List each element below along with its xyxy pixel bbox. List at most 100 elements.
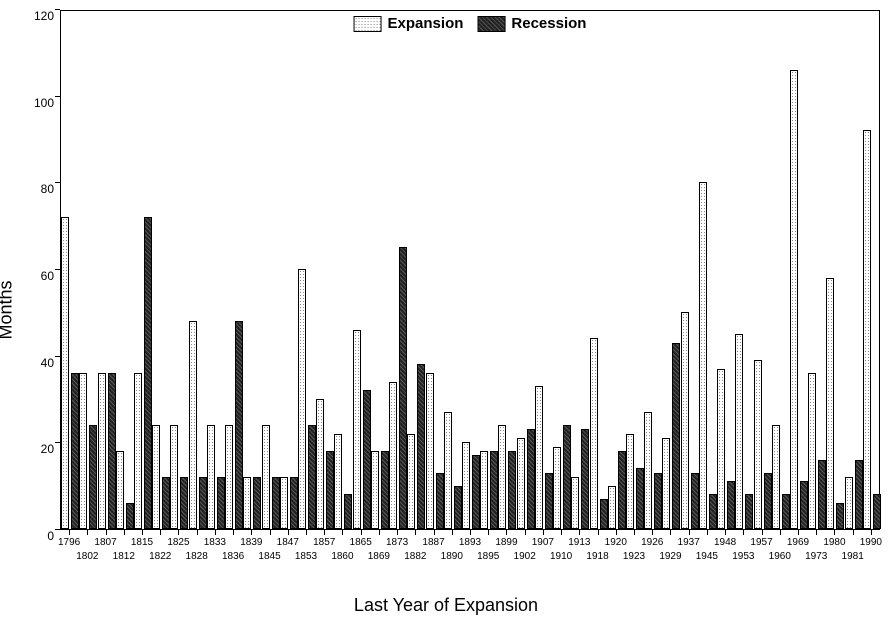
x-tick-label: 1945: [696, 552, 718, 562]
bar-expansion: [207, 425, 215, 529]
bar-recession: [800, 481, 808, 529]
bar-expansion: [170, 425, 178, 529]
bar-recession: [527, 429, 535, 529]
bar-expansion: [407, 434, 415, 529]
x-tick-mark: [69, 530, 70, 535]
x-tick-label: 1981: [842, 552, 864, 562]
x-tick-label: 1907: [532, 538, 554, 548]
x-tick-label: 1825: [167, 538, 189, 548]
x-tick-mark: [106, 530, 107, 535]
bar-recession: [672, 343, 680, 529]
bar-recession: [326, 451, 334, 529]
bar-recession: [581, 429, 589, 529]
bar-recession: [235, 321, 243, 529]
bar-expansion: [116, 451, 124, 529]
x-tick-label: 1839: [240, 538, 262, 548]
bar-recession: [691, 473, 699, 529]
x-tick-mark: [506, 530, 507, 535]
bar-recession: [436, 473, 444, 529]
y-tick-label: 100: [34, 96, 54, 110]
y-tick-label: 20: [41, 442, 54, 456]
bar-expansion: [553, 447, 561, 529]
x-tick-label: 1812: [113, 552, 135, 562]
x-tick-label: 1869: [368, 552, 390, 562]
x-tick-mark: [434, 530, 435, 535]
x-tick-label: 1865: [350, 538, 372, 548]
x-tick-label: 1815: [131, 538, 153, 548]
bar-recession: [745, 494, 753, 529]
x-tick-mark: [762, 530, 763, 535]
x-tick-label: 1973: [805, 552, 827, 562]
bar-expansion: [845, 477, 853, 529]
bar-recession: [873, 494, 881, 529]
x-tick-label: 1953: [732, 552, 754, 562]
legend-swatch-recession: [477, 16, 505, 32]
y-axis-ticks: 020406080100120: [0, 10, 60, 530]
x-tick-mark: [87, 530, 88, 535]
x-tick-mark: [124, 530, 125, 535]
x-tick-label: 1807: [94, 538, 116, 548]
x-tick-label: 1847: [277, 538, 299, 548]
x-tick-label: 1899: [495, 538, 517, 548]
x-tick-mark: [780, 530, 781, 535]
x-tick-label: 1902: [514, 552, 536, 562]
bar-expansion: [134, 373, 142, 529]
x-tick-mark: [397, 530, 398, 535]
bar-expansion: [189, 321, 197, 529]
x-tick-mark: [324, 530, 325, 535]
x-tick-mark: [306, 530, 307, 535]
x-tick-label: 1913: [568, 538, 590, 548]
bar-recession: [472, 455, 480, 529]
x-tick-mark: [689, 530, 690, 535]
x-tick-mark: [379, 530, 380, 535]
bar-expansion: [662, 438, 670, 529]
bar-recession: [162, 477, 170, 529]
bar-recession: [108, 373, 116, 529]
bar-expansion: [152, 425, 160, 529]
x-tick-mark: [470, 530, 471, 535]
x-tick-label: 1796: [58, 538, 80, 548]
bar-recession: [344, 494, 352, 529]
bar-recession: [600, 499, 608, 529]
x-tick-label: 1910: [550, 552, 572, 562]
bar-recession: [454, 486, 462, 529]
bar-recession: [399, 247, 407, 529]
x-tick-mark: [142, 530, 143, 535]
bar-recession: [417, 364, 425, 529]
bar-expansion: [444, 412, 452, 529]
bar-expansion: [298, 269, 306, 529]
x-tick-label: 1890: [441, 552, 463, 562]
bar-recession: [709, 494, 717, 529]
bar-recession: [363, 390, 371, 529]
bar-expansion: [790, 70, 798, 529]
bar-expansion: [353, 330, 361, 529]
bar-expansion: [61, 217, 69, 529]
x-tick-mark: [834, 530, 835, 535]
bar-expansion: [644, 412, 652, 529]
x-tick-mark: [798, 530, 799, 535]
bar-recession: [764, 473, 772, 529]
bar-recession: [818, 460, 826, 529]
bar-recession: [180, 477, 188, 529]
x-tick-mark: [871, 530, 872, 535]
bar-recession: [290, 477, 298, 529]
x-tick-mark: [816, 530, 817, 535]
x-tick-label: 1895: [477, 552, 499, 562]
x-tick-mark: [652, 530, 653, 535]
x-tick-label: 1802: [76, 552, 98, 562]
x-tick-mark: [342, 530, 343, 535]
bar-recession: [727, 481, 735, 529]
x-tick-label: 1893: [459, 538, 481, 548]
bar-expansion: [535, 386, 543, 529]
bar-recession: [490, 451, 498, 529]
y-tick-label: 120: [34, 9, 54, 23]
x-tick-mark: [215, 530, 216, 535]
bar-expansion: [225, 425, 233, 529]
bar-expansion: [699, 182, 707, 529]
x-tick-label: 1836: [222, 552, 244, 562]
x-tick-mark: [743, 530, 744, 535]
bar-recession: [144, 217, 152, 529]
legend-label-expansion: Expansion: [388, 15, 464, 32]
x-tick-label: 1923: [623, 552, 645, 562]
bar-expansion: [462, 442, 470, 529]
